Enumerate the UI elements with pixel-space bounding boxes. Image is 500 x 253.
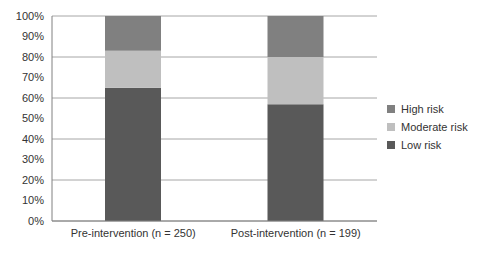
svg-text:10%: 10% [22, 194, 44, 206]
svg-text:70%: 70% [22, 71, 44, 83]
svg-text:90%: 90% [22, 30, 44, 42]
html-text:Low risk: Low risk [401, 138, 442, 151]
svg-text:20%: 20% [22, 174, 44, 186]
svg-text:60%: 60% [22, 92, 44, 104]
html-text:High risk: High risk [401, 102, 444, 115]
svg-text:Post-intervention (n = 199): Post-intervention (n = 199) [231, 227, 361, 239]
svg-text:50%: 50% [22, 112, 44, 124]
svg-text:80%: 80% [22, 51, 44, 63]
html-text:Moderate risk: Moderate risk [401, 120, 468, 133]
svg-text:100%: 100% [16, 10, 44, 22]
svg-text:40%: 40% [22, 133, 44, 145]
svg-text:0%: 0% [28, 215, 44, 227]
svg-text:30%: 30% [22, 153, 44, 165]
svg-text:Pre-intervention (n = 250): Pre-intervention (n = 250) [71, 227, 196, 239]
